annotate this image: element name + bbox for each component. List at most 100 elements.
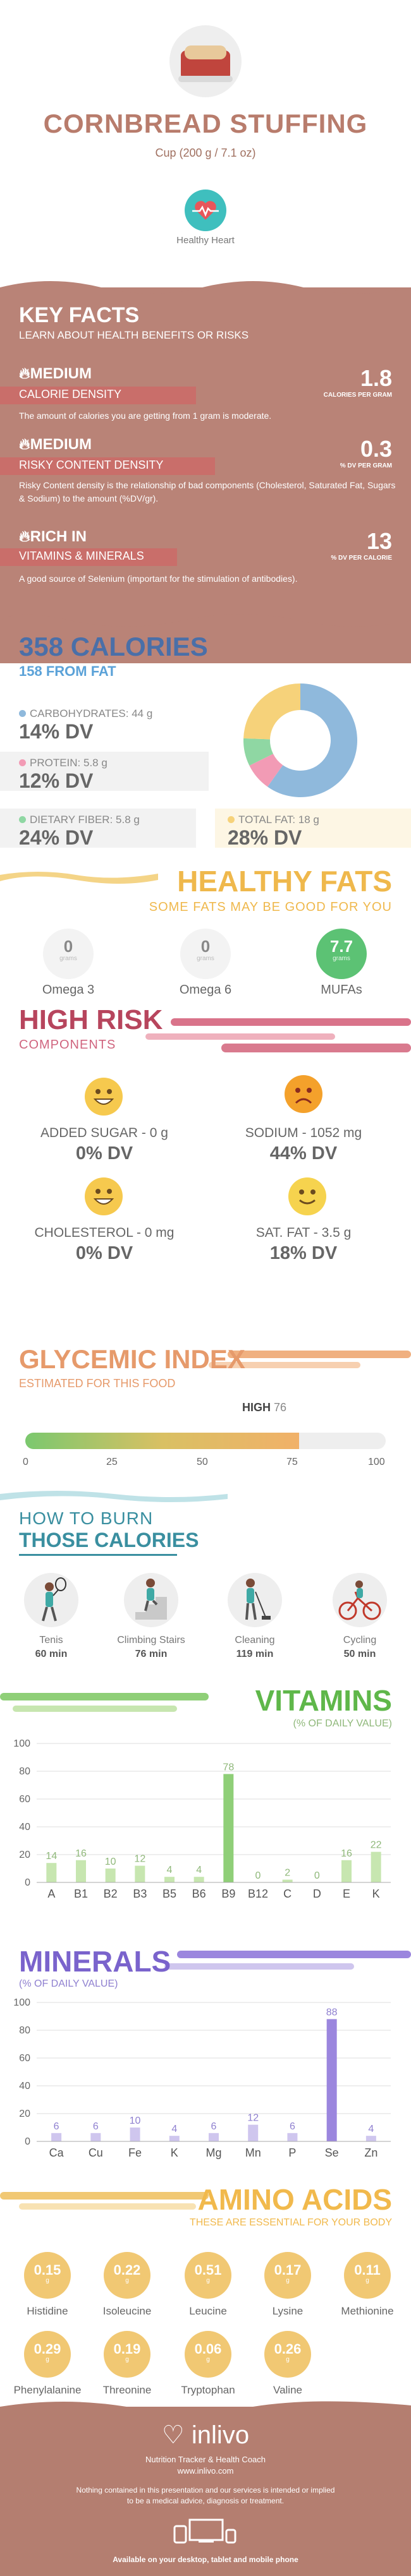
bar-Mn — [248, 2124, 259, 2141]
activity-label: Cleaning — [235, 1635, 275, 1646]
nutrient-fiber: DIETARY FIBER: 5.8 g 24% DV — [19, 814, 140, 850]
bar-value-label: 22 — [371, 1840, 382, 1851]
bar-value-label: 10 — [130, 2116, 141, 2126]
healthy-heart-icon — [185, 190, 226, 231]
amino-unit: g — [206, 2356, 210, 2363]
donut-slice-protein — [249, 754, 283, 787]
amino-circle: 0.26 g — [264, 2331, 311, 2378]
bar-value-label: 4 — [171, 2124, 177, 2134]
fact-unit: CALORIES PER GRAM — [323, 392, 392, 399]
amino-unit: g — [125, 2277, 129, 2284]
y-tick-label: 60 — [19, 2053, 30, 2064]
fat-value: 0 — [63, 937, 73, 956]
bar-value-label: 0 — [255, 1870, 261, 1881]
y-tick-label: 20 — [19, 1850, 30, 1860]
nutrient-highlight — [0, 809, 196, 848]
risk-label: ADDED SUGAR - 0 g — [40, 1126, 168, 1140]
bar-K — [371, 1851, 381, 1882]
wave-divider — [164, 1951, 411, 1970]
bar-value-label: 16 — [341, 1848, 352, 1859]
fact-text: The amount of calories you are getting f… — [19, 411, 272, 421]
x-tick-label: Cu — [89, 2146, 103, 2159]
fact-value: 0.3 — [360, 436, 392, 462]
x-tick-label: Zn — [364, 2146, 377, 2159]
activity-label: Tenis — [39, 1635, 63, 1646]
amino-circle: 0.17 g — [264, 2252, 311, 2299]
fact-text: A good source of Selenium (important for… — [19, 574, 298, 584]
brand-heart-icon: ♡ — [161, 2421, 185, 2449]
x-tick-label: Se — [325, 2146, 339, 2159]
bar-K — [169, 2136, 180, 2141]
activity-time: 60 min — [35, 1649, 68, 1659]
glycemic-axis: 0 25 50 75 100 — [23, 1457, 386, 1471]
food-title: CORNBREAD STUFFING — [43, 109, 368, 138]
cleaning-icon — [228, 1573, 282, 1627]
fact-level: 🔥︎MEDIUM — [19, 365, 92, 382]
fact-unit: % DV PER GRAM — [340, 462, 392, 469]
key-facts-subtitle: LEARN ABOUT HEALTH BENEFITS OR RISKS — [19, 329, 249, 341]
bar-B5 — [164, 1877, 175, 1882]
y-tick-label: 0 — [25, 1877, 30, 1888]
bar-value-label: 6 — [290, 2121, 295, 2132]
cycling-icon — [333, 1573, 387, 1627]
healthy-fats-title: HEALTHY FATS — [177, 865, 392, 898]
y-tick-label: 0 — [25, 2136, 30, 2147]
amino-circle: 0.22 g — [104, 2252, 150, 2299]
risk-dv: 44% DV — [269, 1143, 338, 1164]
amino-label: Phenylalanine — [13, 2384, 82, 2396]
x-tick-label: B5 — [163, 1887, 176, 1900]
x-tick-label: Mn — [245, 2146, 261, 2159]
fact-unit: % DV PER CALORIE — [331, 555, 392, 562]
amino-value: 0.22 — [113, 2262, 141, 2278]
glycemic-subtitle: ESTIMATED FOR THIS FOOD — [19, 1377, 176, 1390]
legend-dot — [19, 710, 26, 717]
bar-B2 — [105, 1869, 116, 1882]
smile-face-icon — [288, 1177, 326, 1215]
y-tick-label: 100 — [13, 1738, 30, 1749]
amino-label: Valine — [273, 2384, 302, 2396]
vitamins-title: VITAMINS — [255, 1684, 392, 1717]
x-tick-label: P — [288, 2146, 296, 2159]
burn-title-1: HOW TO BURN — [19, 1508, 154, 1528]
risk-dv: 0% DV — [75, 1143, 133, 1164]
fat-unit: grams — [197, 955, 214, 962]
bar-Mg — [209, 2133, 219, 2141]
nutrient-highlight — [0, 752, 209, 791]
gi-tick: 0 — [23, 1457, 28, 1467]
nutrient-label: DIETARY FIBER: 5.8 g — [19, 814, 140, 826]
amino-value: 0.51 — [194, 2262, 222, 2278]
amino-unit: g — [286, 2277, 290, 2284]
bar-Fe — [130, 2128, 140, 2141]
amino-value: 0.11 — [354, 2262, 381, 2278]
fat-unit: grams — [59, 955, 77, 962]
glycemic-bar-fill — [25, 1433, 300, 1449]
nutrient-carbohydrates: CARBOHYDRATES: 44 g 14% DV — [19, 707, 152, 743]
key-facts-section — [0, 281, 411, 663]
calories-from-fat: 158 FROM FAT — [19, 663, 116, 679]
amino-value: 0.29 — [34, 2341, 61, 2357]
fact-band — [0, 457, 215, 475]
amino-label: Isoleucine — [102, 2305, 152, 2317]
nutrient-fat: TOTAL FAT: 18 g 28% DV — [228, 814, 319, 850]
donut-slice-dietary-fiber — [243, 738, 274, 766]
y-tick-label: 100 — [13, 1997, 30, 2008]
y-tick-label: 40 — [19, 2081, 30, 2091]
fact-name: VITAMINS & MINERALS — [19, 550, 144, 562]
fact-value: 1.8 — [360, 365, 392, 391]
gi-tick: 100 — [368, 1457, 385, 1467]
risk-label: SODIUM - 1052 mg — [245, 1126, 362, 1140]
wave-divider — [0, 1693, 209, 1712]
fat-omega3-circle: 0 grams — [43, 929, 94, 979]
bar-B6 — [193, 1877, 204, 1882]
x-tick-label: B2 — [104, 1887, 118, 1900]
amino-circle: 0.06 g — [185, 2331, 231, 2378]
vitamins-subtitle: (% OF DAILY VALUE) — [293, 1718, 392, 1729]
high-risk-title: HIGH RISK — [19, 1004, 163, 1035]
bar-Ca — [51, 2133, 62, 2141]
bar-value-label: 6 — [211, 2121, 217, 2132]
footer-url[interactable]: www.inlivo.com — [177, 2466, 234, 2476]
x-tick-label: B3 — [133, 1887, 147, 1900]
amino-label: Methionine — [341, 2305, 394, 2317]
bar-value-label: 4 — [368, 2124, 374, 2134]
amino-label: Lysine — [272, 2305, 304, 2317]
